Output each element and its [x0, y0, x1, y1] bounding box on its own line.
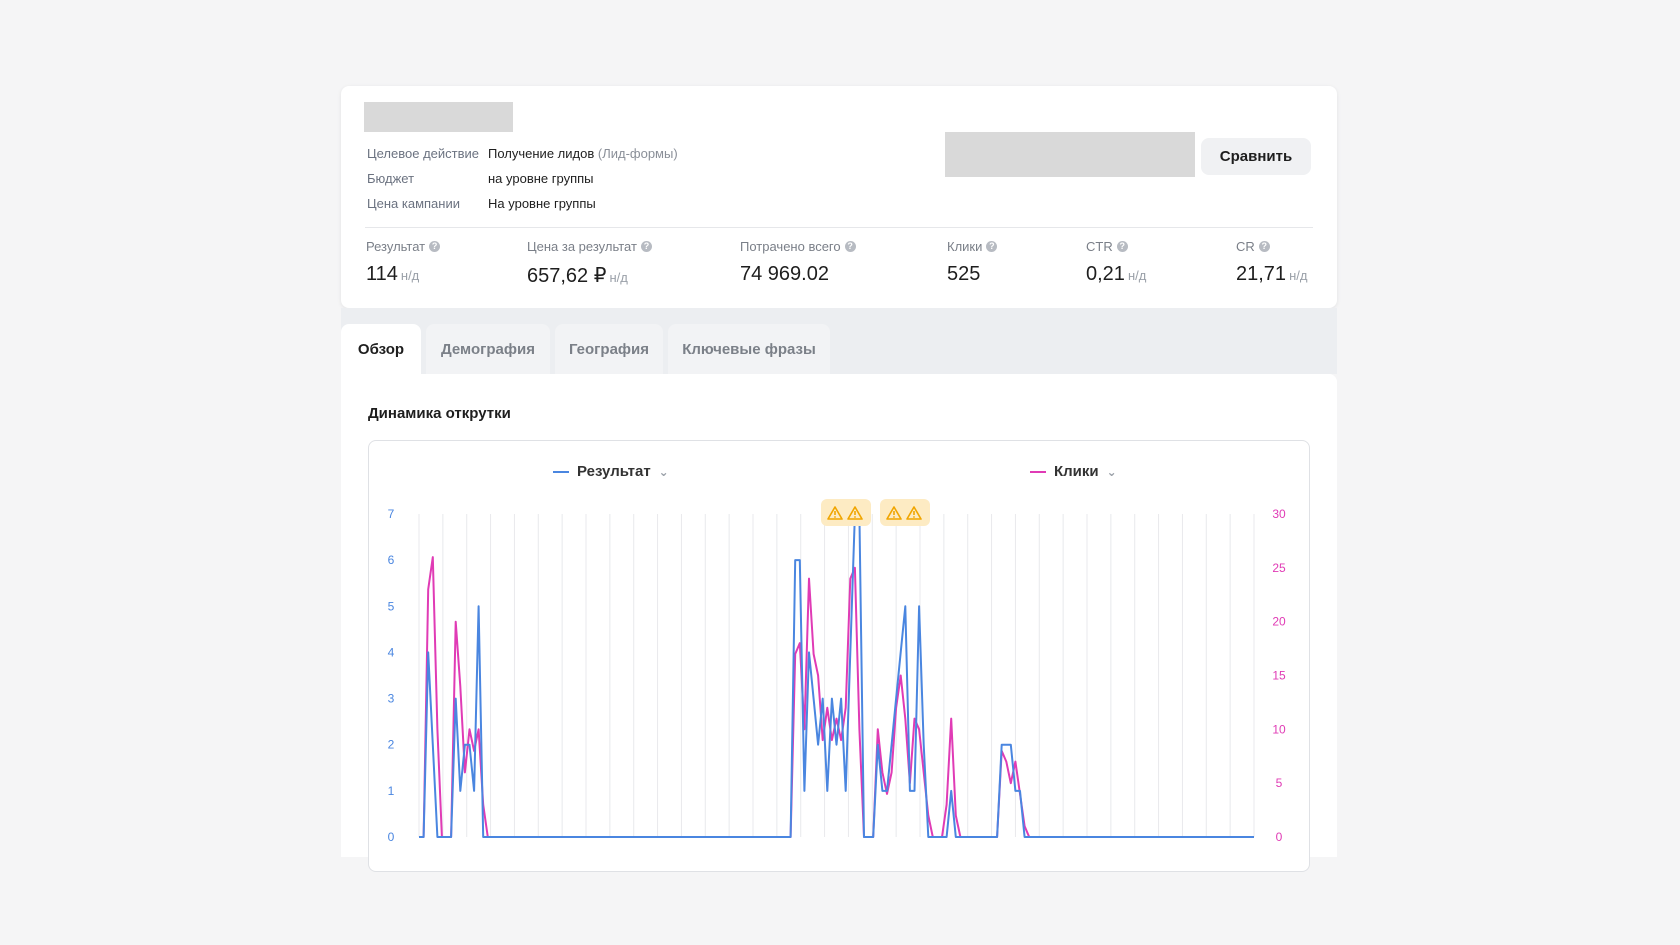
- metric-cr: CR? 21,71 н/д: [1236, 239, 1307, 286]
- metric-label: CR: [1236, 239, 1255, 254]
- left-axis-tick-label: 3: [388, 692, 395, 706]
- warning-badge: [880, 499, 930, 526]
- right-axis-tick-label: 10: [1272, 722, 1286, 736]
- question-circle-icon[interactable]: ?: [986, 241, 998, 252]
- tab-overview[interactable]: Обзор: [341, 324, 421, 374]
- warning-triangle-icon: [834, 516, 836, 518]
- metric-value: 114: [366, 263, 398, 285]
- right-axis-tick-label: 0: [1276, 830, 1283, 844]
- clicks-series-line: [419, 556, 1254, 838]
- divider: [365, 227, 1313, 228]
- metric-na: н/д: [400, 268, 420, 283]
- metric-na: н/д: [609, 270, 628, 285]
- legend-result[interactable]: Результат ⌄: [553, 463, 669, 480]
- warning-triangle-icon: [854, 516, 856, 518]
- legend-clicks[interactable]: Клики ⌄: [1030, 463, 1117, 480]
- metric-value: 21,71: [1236, 263, 1287, 285]
- section-title: Динамика открутки: [368, 405, 511, 422]
- metric-na: н/д: [1127, 268, 1147, 283]
- target-action-text: Получение лидов: [488, 146, 595, 161]
- legend-line: [1030, 470, 1046, 473]
- metric-label: Цена за результат: [527, 239, 637, 254]
- metric-label: Результат: [366, 239, 426, 254]
- warning-triangle-icon: [913, 516, 915, 518]
- warning-badge: [821, 499, 871, 526]
- chart-container: Результат ⌄ Клики ⌄ 0 1 2 3 4 5 6 7 0 5 10 15 20 25 30: [368, 440, 1310, 872]
- warning-triangle-icon: [827, 506, 843, 520]
- left-axis-tick-label: 0: [388, 830, 395, 844]
- compare-button[interactable]: Сравнить: [1201, 138, 1311, 175]
- left-axis-tick-label: 5: [388, 599, 395, 613]
- campaign-price-label: Цена кампании: [367, 196, 460, 211]
- right-axis-tick-label: 15: [1272, 669, 1286, 683]
- right-axis-tick-label: 20: [1272, 615, 1286, 629]
- right-axis-tick-label: 5: [1276, 776, 1283, 790]
- metric-value: 525: [947, 263, 981, 285]
- result-series-line: [419, 513, 1254, 838]
- campaign-price-value: На уровне группы: [488, 196, 596, 211]
- metric-label: Клики: [947, 239, 983, 254]
- campaign-summary-card: Целевое действие Получение лидов (Лид-фо…: [341, 86, 1337, 308]
- question-circle-icon[interactable]: ?: [844, 241, 856, 252]
- tab-demography[interactable]: Демография: [426, 324, 550, 374]
- metric-ctr: CTR? 0,21 н/д: [1086, 239, 1146, 286]
- warning-triangle-icon: [906, 506, 922, 520]
- warning-triangle-icon: [886, 506, 902, 520]
- metric-cost-per-result: Цена за результат? 657,62 ₽ н/д: [527, 239, 652, 288]
- target-action-note: (Лид-формы): [597, 146, 678, 161]
- right-axis-tick-label: 25: [1272, 561, 1286, 575]
- metric-value: 0,21: [1086, 263, 1125, 285]
- metric-label: CTR: [1086, 239, 1113, 254]
- warning-triangle-icon: [847, 506, 863, 520]
- target-action-label: Целевое действие: [367, 146, 479, 161]
- metric-value: 657,62 ₽: [527, 265, 607, 287]
- campaign-title-placeholder: [364, 102, 513, 132]
- question-circle-icon[interactable]: ?: [1116, 241, 1128, 252]
- left-axis-tick-label: 2: [388, 738, 395, 752]
- question-circle-icon[interactable]: ?: [1258, 241, 1270, 252]
- metric-value: 74 969.02: [740, 263, 829, 285]
- left-axis-tick-label: 1: [388, 784, 395, 798]
- tab-keywords[interactable]: Ключевые фразы: [668, 324, 830, 374]
- left-axis-tick-label: 4: [388, 645, 395, 659]
- metric-label: Потрачено всего: [740, 239, 841, 254]
- left-axis-tick-label: 7: [388, 507, 395, 521]
- chart-svg: 0 1 2 3 4 5 6 7 0 5 10 15 20 25 30: [388, 499, 1286, 844]
- left-axis-tick-label: 6: [388, 553, 395, 567]
- period-selector-placeholder[interactable]: [945, 132, 1195, 177]
- chevron-down-icon: ⌄: [1106, 464, 1117, 479]
- question-circle-icon[interactable]: ?: [640, 241, 652, 252]
- metric-na: н/д: [1289, 268, 1308, 283]
- legend-label: Клики: [1054, 463, 1099, 480]
- right-axis-tick-label: 30: [1272, 507, 1286, 521]
- chevron-down-icon: ⌄: [658, 464, 669, 479]
- tab-geography[interactable]: География: [555, 324, 663, 374]
- target-action-value: Получение лидов (Лид-формы): [488, 146, 678, 161]
- tabs-bar: Обзор Демография География Ключевые фраз…: [341, 308, 1337, 374]
- question-circle-icon[interactable]: ?: [429, 241, 441, 252]
- budget-label: Бюджет: [367, 171, 415, 186]
- legend-label: Результат: [577, 463, 651, 480]
- warning-triangle-icon: [893, 516, 895, 518]
- budget-value: на уровне группы: [488, 171, 594, 186]
- overview-panel: Динамика открутки Результат ⌄ Клики ⌄ 0 1…: [341, 374, 1337, 872]
- metric-spent-total: Потрачено всего? 74 969.02: [740, 239, 856, 286]
- legend-line: [553, 470, 569, 473]
- metric-result: Результат? 114 н/д: [366, 239, 441, 286]
- metric-clicks: Клики? 525: [947, 239, 998, 286]
